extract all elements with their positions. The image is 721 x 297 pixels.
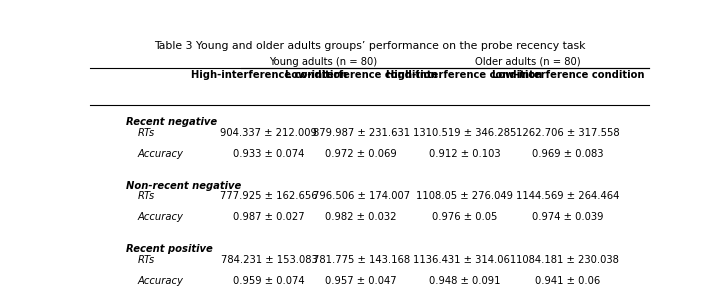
Text: Accuracy: Accuracy	[138, 276, 184, 286]
Text: Low-interference condition: Low-interference condition	[492, 70, 644, 80]
Text: 0.959 ± 0.074: 0.959 ± 0.074	[233, 276, 305, 286]
Text: 879.987 ± 231.631: 879.987 ± 231.631	[313, 128, 410, 138]
Text: 796.506 ± 174.007: 796.506 ± 174.007	[313, 191, 410, 201]
Text: Accuracy: Accuracy	[138, 212, 184, 222]
Text: 1084.181 ± 230.038: 1084.181 ± 230.038	[516, 255, 619, 265]
Text: 0.969 ± 0.083: 0.969 ± 0.083	[532, 149, 603, 159]
Text: 0.941 ± 0.06: 0.941 ± 0.06	[535, 276, 601, 286]
Text: RTs: RTs	[138, 191, 155, 201]
Text: Older adults (n = 80): Older adults (n = 80)	[475, 56, 580, 67]
Text: Non-recent negative: Non-recent negative	[126, 181, 242, 191]
Text: 0.933 ± 0.074: 0.933 ± 0.074	[234, 149, 304, 159]
Text: 0.987 ± 0.027: 0.987 ± 0.027	[233, 212, 305, 222]
Text: 0.948 ± 0.091: 0.948 ± 0.091	[429, 276, 500, 286]
Text: Recent positive: Recent positive	[126, 244, 213, 254]
Text: 0.976 ± 0.05: 0.976 ± 0.05	[432, 212, 497, 222]
Text: 0.972 ± 0.069: 0.972 ± 0.069	[325, 149, 397, 159]
Text: 1136.431 ± 314.061: 1136.431 ± 314.061	[413, 255, 516, 265]
Text: Young adults (n = 80): Young adults (n = 80)	[270, 56, 378, 67]
Text: Low-interference condition: Low-interference condition	[285, 70, 438, 80]
Text: 781.775 ± 143.168: 781.775 ± 143.168	[313, 255, 410, 265]
Text: 777.925 ± 162.656: 777.925 ± 162.656	[220, 191, 318, 201]
Text: 904.337 ± 212.009: 904.337 ± 212.009	[221, 128, 317, 138]
Text: 1262.706 ± 317.558: 1262.706 ± 317.558	[516, 128, 619, 138]
Text: 1144.569 ± 264.464: 1144.569 ± 264.464	[516, 191, 619, 201]
Text: RTs: RTs	[138, 255, 155, 265]
Text: 1108.05 ± 276.049: 1108.05 ± 276.049	[416, 191, 513, 201]
Text: Table 3 Young and older adults groups’ performance on the probe recency task: Table 3 Young and older adults groups’ p…	[154, 41, 585, 51]
Text: RTs: RTs	[138, 128, 155, 138]
Text: 0.982 ± 0.032: 0.982 ± 0.032	[325, 212, 397, 222]
Text: 0.957 ± 0.047: 0.957 ± 0.047	[325, 276, 397, 286]
Text: 784.231 ± 153.083: 784.231 ± 153.083	[221, 255, 317, 265]
Text: 0.974 ± 0.039: 0.974 ± 0.039	[532, 212, 603, 222]
Text: High-interference condition: High-interference condition	[191, 70, 347, 80]
Text: Recent negative: Recent negative	[126, 117, 218, 127]
Text: Accuracy: Accuracy	[138, 149, 184, 159]
Text: 0.912 ± 0.103: 0.912 ± 0.103	[429, 149, 500, 159]
Text: 1310.519 ± 346.285: 1310.519 ± 346.285	[413, 128, 516, 138]
Text: High-interference condition: High-interference condition	[386, 70, 543, 80]
